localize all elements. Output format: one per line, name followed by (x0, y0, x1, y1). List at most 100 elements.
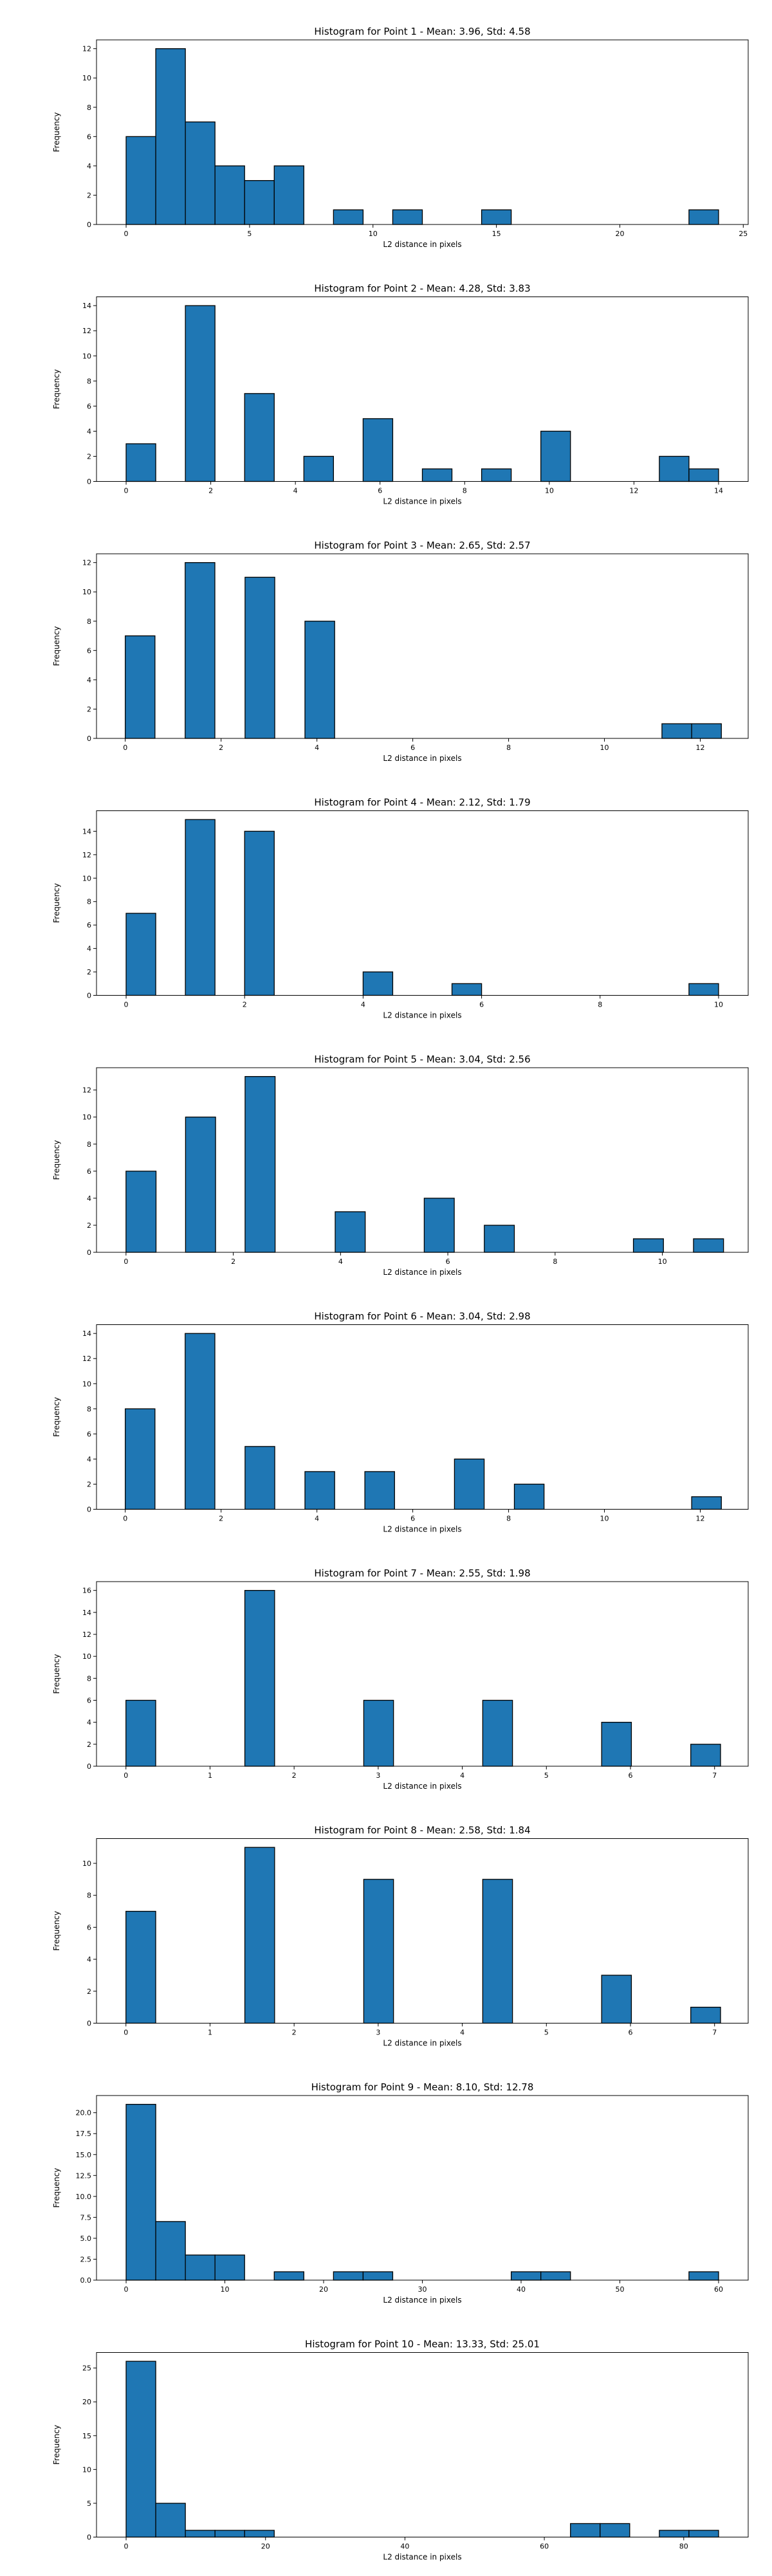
y-tick-label: 2 (87, 1480, 91, 1488)
x-axis-label: L2 distance in pixels (383, 2039, 461, 2048)
histogram-bar (481, 468, 512, 482)
histogram-panel-5: Histogram for Point 5 - Mean: 3.04, Std:… (52, 1054, 749, 1277)
histogram-bar (125, 2104, 156, 2281)
y-tick-label: 2 (87, 705, 91, 713)
y-axis-label: Frequency (52, 1140, 61, 1180)
x-tick-label: 60 (540, 2543, 549, 2551)
histogram-bar (273, 165, 304, 225)
x-tick-label: 8 (553, 1257, 557, 1266)
histogram-bar (333, 2271, 364, 2281)
x-tick-label: 6 (410, 744, 415, 752)
y-tick-label: 2.5 (80, 2255, 92, 2263)
histogram-bar (484, 1225, 515, 1253)
y-tick-label: 8 (87, 1140, 91, 1149)
y-tick-label: 12 (82, 851, 91, 859)
histogram-bar (363, 1699, 394, 1767)
histogram-bar (688, 209, 719, 225)
y-tick-label: 14 (82, 1329, 91, 1338)
histogram-bar (335, 1211, 366, 1253)
x-tick-label: 3 (376, 1771, 380, 1780)
y-tick-label: 20.0 (76, 2109, 92, 2117)
histogram-bar (244, 2530, 275, 2538)
x-tick-label: 25 (739, 230, 748, 238)
y-tick-label: 7.5 (80, 2213, 92, 2222)
histogram-bar (125, 1171, 157, 1253)
y-tick-label: 5.0 (80, 2234, 92, 2243)
histogram-bar (185, 2530, 216, 2538)
x-tick-label: 14 (714, 487, 723, 495)
y-tick-label: 12 (82, 327, 91, 335)
y-axis-label: Frequency (52, 883, 61, 923)
y-tick-label: 15 (82, 2432, 91, 2440)
histogram-bar (185, 1117, 216, 1253)
y-tick-label: 14 (82, 827, 91, 836)
histogram-bar (125, 136, 156, 225)
histogram-panel-7: Histogram for Point 7 - Mean: 2.55, Std:… (52, 1567, 749, 1791)
y-tick-label: 12 (82, 559, 91, 567)
chart-title: Histogram for Point 8 - Mean: 2.58, Std:… (314, 1825, 530, 1836)
x-tick-label: 8 (463, 487, 467, 495)
histogram-bar (244, 1590, 275, 1767)
plot-frame (96, 2352, 749, 2537)
y-tick-label: 4 (87, 1955, 91, 1964)
y-tick-label: 8 (87, 1674, 91, 1683)
histogram-bar (600, 2523, 630, 2538)
histogram-bar (362, 418, 394, 482)
histogram-bar (155, 2221, 186, 2281)
plot-frame (96, 1581, 749, 1767)
x-tick-label: 6 (378, 487, 382, 495)
x-tick-label: 7 (712, 1771, 717, 1780)
x-tick-label: 0 (123, 1515, 127, 1523)
histogram-bar (155, 2503, 186, 2538)
chart-title: Histogram for Point 4 - Mean: 2.12, Std:… (314, 797, 530, 808)
y-tick-label: 2 (87, 968, 91, 976)
x-tick-label: 0 (124, 487, 129, 495)
chart-title: Histogram for Point 7 - Mean: 2.55, Std:… (314, 1567, 530, 1579)
histogram-bar (125, 1408, 156, 1510)
x-tick-label: 20 (319, 2285, 328, 2294)
histogram-bar (688, 2271, 719, 2281)
x-tick-label: 3 (376, 2029, 380, 2037)
y-axis-label: Frequency (52, 113, 61, 152)
x-tick-label: 6 (629, 2029, 633, 2037)
x-tick-label: 2 (243, 1001, 247, 1009)
x-axis-label: L2 distance in pixels (383, 1268, 461, 1277)
chart-title: Histogram for Point 10 - Mean: 13.33, St… (305, 2339, 540, 2350)
x-tick-label: 80 (679, 2543, 688, 2551)
x-tick-label: 2 (292, 2029, 297, 2037)
histogram-bar (125, 1699, 156, 1767)
y-tick-label: 6 (87, 1430, 91, 1438)
histogram-bar (214, 2254, 245, 2281)
x-tick-label: 10 (545, 487, 554, 495)
y-tick-label: 0 (87, 1506, 91, 1514)
x-tick-label: 4 (315, 744, 319, 752)
y-tick-label: 14 (82, 1609, 91, 1617)
y-tick-label: 4 (87, 427, 91, 435)
chart-title: Histogram for Point 9 - Mean: 8.10, Std:… (311, 2081, 534, 2093)
histogram-panel-1: Histogram for Point 1 - Mean: 3.96, Std:… (52, 26, 749, 249)
histogram-bar (482, 1879, 513, 2024)
plot-frame (96, 1324, 749, 1510)
y-axis-label: Frequency (52, 1911, 61, 1951)
plot-frame (96, 810, 749, 996)
y-tick-label: 4 (87, 945, 91, 953)
y-tick-label: 4 (87, 1455, 91, 1463)
x-tick-label: 40 (517, 2285, 526, 2294)
y-tick-label: 0 (87, 1762, 91, 1771)
x-tick-label: 30 (418, 2285, 427, 2294)
histogram-bar (570, 2523, 601, 2538)
histogram-bar (690, 2007, 721, 2024)
y-tick-label: 4 (87, 676, 91, 684)
x-axis-label: L2 distance in pixels (383, 1782, 461, 1791)
y-tick-label: 0.0 (80, 2276, 92, 2285)
x-tick-label: 5 (544, 1771, 549, 1780)
histogram-bar (362, 2271, 394, 2281)
y-tick-label: 2 (87, 191, 91, 199)
y-tick-label: 10 (82, 1859, 91, 1868)
y-tick-label: 12 (82, 1631, 91, 1639)
plot-frame (96, 297, 749, 482)
histogram-bar (185, 562, 216, 739)
y-tick-label: 4 (87, 162, 91, 170)
